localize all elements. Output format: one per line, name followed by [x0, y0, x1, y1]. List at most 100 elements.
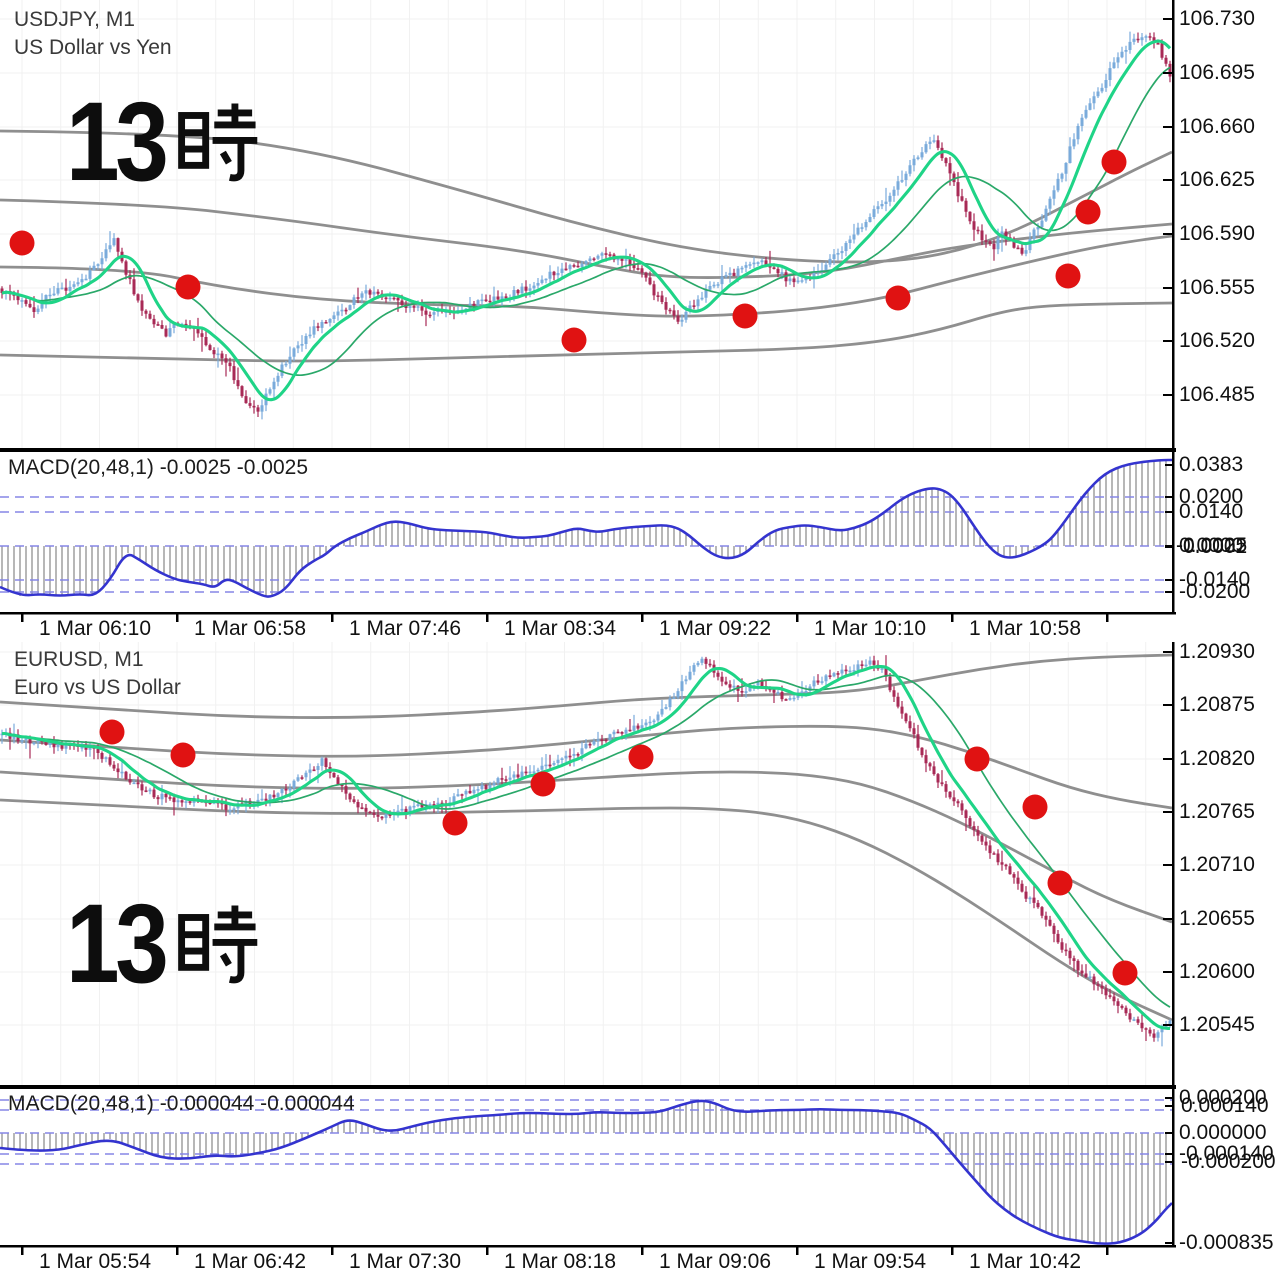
macd-tick-mark [1165, 1132, 1172, 1134]
time-tick-mark [641, 1245, 644, 1255]
time-tick-mark [331, 612, 334, 622]
macd-tick-mark [1165, 591, 1172, 593]
ma-fast-line [1, 39, 1172, 402]
macd-axis-label: -0.0025 [1176, 534, 1248, 558]
trade-marker-dot [628, 744, 654, 770]
macd-axis-label: 0.0383 [1179, 453, 1244, 477]
trade-marker-dot [530, 771, 556, 797]
price-axis-label: 106.590 [1179, 222, 1255, 246]
macd-axis-label: 0.0002 [1183, 535, 1248, 559]
time-axis-label: 1 Mar 09:06 [658, 1250, 772, 1273]
price-tick-mark [1163, 287, 1172, 289]
time-tick-mark [486, 612, 489, 622]
price-tick-mark [1163, 1024, 1172, 1026]
symbol-title: EURUSD, M1 [14, 648, 144, 671]
macd-tick-mark [1165, 1242, 1172, 1244]
time-axis-label: 1 Mar 10:42 [968, 1250, 1082, 1273]
trade-marker-dot [1112, 960, 1138, 986]
price-tick-mark [1163, 179, 1172, 181]
price-tick-mark [1163, 72, 1172, 74]
time-axis-label: 1 Mar 09:54 [813, 1250, 927, 1273]
trade-marker-dot [732, 303, 758, 329]
time-tick-mark [796, 1245, 799, 1255]
price-axis-line [1172, 0, 1175, 612]
price-axis-label: 106.625 [1179, 168, 1255, 192]
price-axis-label: 106.520 [1179, 329, 1255, 353]
price-tick-mark [1163, 233, 1172, 235]
time-tick-mark [21, 1245, 24, 1255]
trade-marker-dot [964, 746, 990, 772]
macd-axis-label: -0.0140 [1179, 568, 1251, 592]
price-tick-mark [1163, 864, 1172, 866]
hour-13-annotation: 13 [66, 79, 259, 204]
time-tick-mark [796, 612, 799, 622]
macd-axis-label: -0.000200 [1181, 1150, 1276, 1174]
time-axis-label: 1 Mar 06:42 [193, 1250, 307, 1273]
hour-13-annotation: 13 [66, 888, 259, 1000]
macd-histogram [1, 1100, 1167, 1244]
macd-axis-label: -0.000140 [1179, 1142, 1274, 1166]
band-line-2 [0, 198, 1173, 279]
price-axis-label: 1.20655 [1179, 907, 1255, 931]
time-tick-mark [486, 1245, 489, 1255]
price-axis-line [1172, 642, 1175, 1245]
time-axis-label: 1 Mar 06:10 [38, 617, 152, 640]
time-axis-label: 1 Mar 08:34 [503, 617, 617, 640]
time-axis-label: 1 Mar 10:58 [968, 617, 1082, 640]
price-tick-mark [1163, 126, 1172, 128]
macd-indicator-label: MACD(20,48,1) -0.000044 -0.000044 [8, 1092, 355, 1115]
price-axis-label: 106.555 [1179, 276, 1255, 300]
time-axis-label: 1 Mar 05:54 [38, 1250, 152, 1273]
time-tick-mark [1106, 1245, 1109, 1255]
time-tick-mark [951, 612, 954, 622]
symbol-title: USDJPY, M1 [14, 8, 135, 31]
time-axis-line [0, 1245, 1176, 1248]
time-axis-label: 1 Mar 08:18 [503, 1250, 617, 1273]
trade-marker-dot [561, 327, 587, 353]
band-line-4 [0, 798, 1173, 1022]
price-tick-mark [1163, 811, 1172, 813]
price-axis-label: 106.730 [1179, 7, 1255, 31]
time-tick-mark [331, 1245, 334, 1255]
macd-tick-mark [1165, 1105, 1172, 1107]
trade-marker-dot [9, 230, 35, 256]
time-tick-mark [176, 612, 179, 622]
macd-signal-line [0, 458, 1172, 598]
band-line-1 [0, 653, 1173, 719]
macd-signal-line [0, 1099, 1173, 1245]
price-axis-label: 1.20875 [1179, 693, 1255, 717]
band-line-4 [0, 301, 1173, 363]
price-axis-label: 1.20600 [1179, 960, 1255, 984]
time-axis-label: 1 Mar 07:46 [348, 617, 462, 640]
band-line-3 [0, 234, 1173, 318]
price-axis-label: 106.485 [1179, 383, 1255, 407]
macd-indicator-label: MACD(20,48,1) -0.0025 -0.0025 [8, 456, 308, 479]
macd-tick-mark [1165, 1161, 1172, 1163]
band-line-2 [0, 724, 1173, 810]
price-tick-mark [1163, 651, 1172, 653]
trade-marker-dot [175, 274, 201, 300]
macd-axis-label: 0.0140 [1179, 500, 1244, 524]
macd-tick-mark [1165, 1153, 1172, 1155]
trade-marker-dot [1047, 870, 1073, 896]
trade-marker-dot [170, 742, 196, 768]
price-axis-label: 1.20820 [1179, 747, 1255, 771]
hour-13-digits: 13 [66, 79, 169, 204]
time-tick-mark [176, 1245, 179, 1255]
price-axis-label: 1.20765 [1179, 800, 1255, 824]
macd-axis-label: 0.0000 [1179, 534, 1244, 558]
time-tick-mark [1106, 612, 1109, 622]
macd-tick-mark [1165, 464, 1172, 466]
price-axis-label: 1.20710 [1179, 853, 1255, 877]
time-axis-label: 1 Mar 07:30 [348, 1250, 462, 1273]
time-axis-line [0, 612, 1176, 615]
price-tick-mark [1163, 18, 1172, 20]
macd-tick-mark [1165, 496, 1172, 498]
time-tick-mark [951, 1245, 954, 1255]
price-tick-mark [1163, 971, 1172, 973]
time-tick-mark [21, 612, 24, 622]
symbol-subtitle: Euro vs US Dollar [14, 676, 181, 699]
panel-separator [0, 1085, 1176, 1089]
trade-marker-dot [1022, 794, 1048, 820]
